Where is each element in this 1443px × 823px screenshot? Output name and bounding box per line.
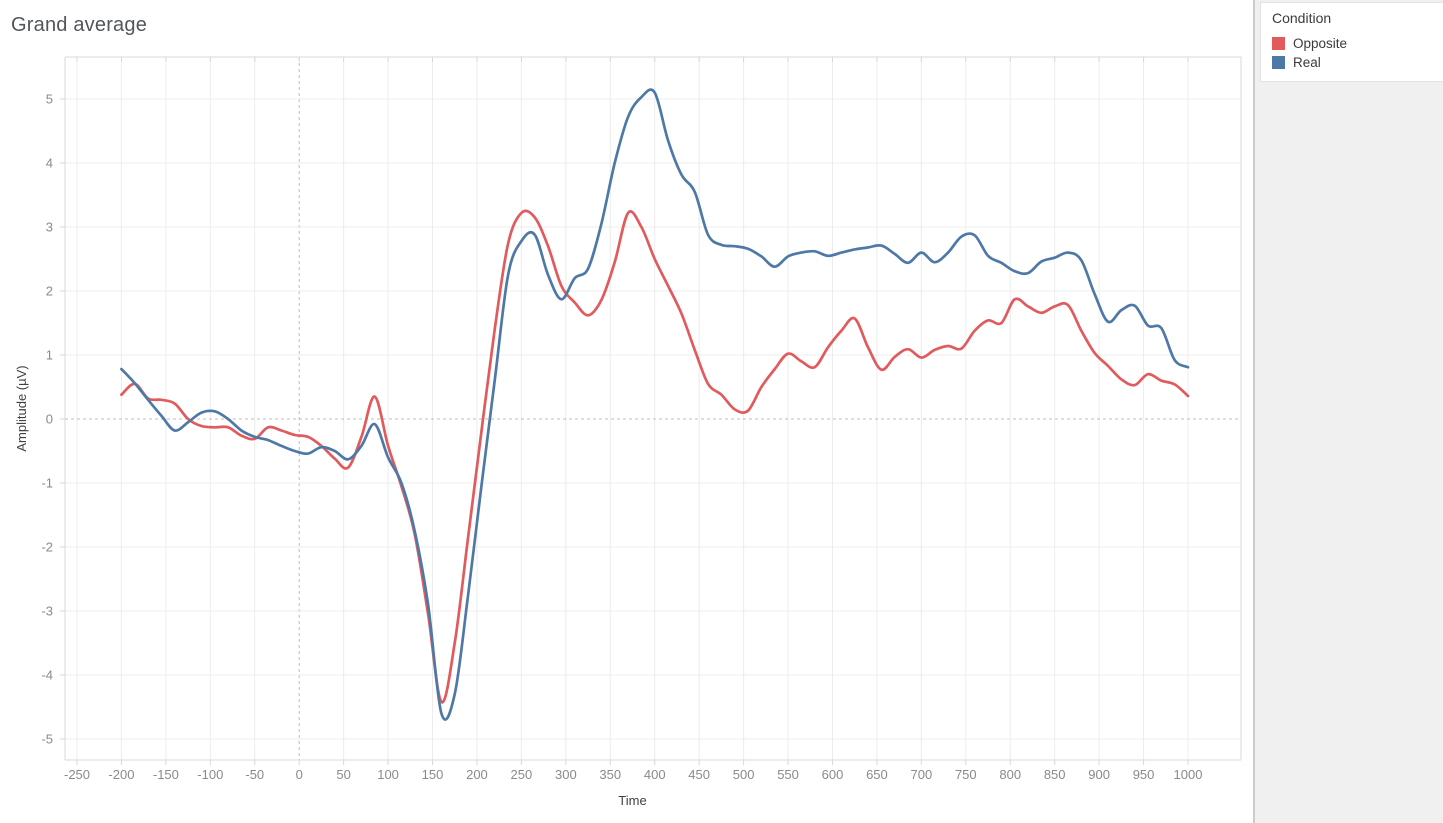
x-tick-label: 600 xyxy=(822,767,844,782)
legend-swatch-real xyxy=(1272,56,1285,69)
legend-swatch-opposite xyxy=(1272,37,1285,50)
x-axis-title: Time xyxy=(618,793,646,808)
x-tick-label: 850 xyxy=(1044,767,1066,782)
y-axis-title: Amplitude (µV) xyxy=(14,365,29,451)
series-line-real[interactable] xyxy=(120,88,1190,721)
x-tick-label: 250 xyxy=(511,767,533,782)
x-tick-label: 700 xyxy=(911,767,933,782)
legend-item-real[interactable]: Real xyxy=(1272,53,1433,72)
x-tick-label: -50 xyxy=(245,767,264,782)
y-tick-label: -2 xyxy=(41,540,53,555)
legend-title: Condition xyxy=(1272,10,1332,26)
x-tick-label: -250 xyxy=(64,767,90,782)
x-tick-label: 50 xyxy=(336,767,350,782)
legend-label: Opposite xyxy=(1293,36,1348,51)
x-tick-label: 800 xyxy=(999,767,1021,782)
y-tick-label: 2 xyxy=(46,284,53,299)
y-tick-label: -3 xyxy=(41,604,53,619)
x-tick-label: 150 xyxy=(422,767,444,782)
y-tick-label: 0 xyxy=(46,412,53,427)
y-tick-label: -4 xyxy=(41,668,53,683)
x-tick-label: 200 xyxy=(466,767,488,782)
y-tick-label: 4 xyxy=(46,156,53,171)
x-tick-label: 650 xyxy=(866,767,888,782)
x-tick-label: 550 xyxy=(777,767,799,782)
x-tick-label: 350 xyxy=(599,767,621,782)
y-tick-label: 1 xyxy=(46,348,53,363)
x-tick-label: 950 xyxy=(1133,767,1155,782)
y-tick-label: 3 xyxy=(46,220,53,235)
series-line-opposite[interactable] xyxy=(120,209,1190,704)
y-tick-label: -5 xyxy=(41,732,53,747)
x-tick-label: 100 xyxy=(377,767,399,782)
x-tick-label: -150 xyxy=(153,767,179,782)
x-tick-label: 750 xyxy=(955,767,977,782)
legend-sidebar: Condition Opposite Real xyxy=(1253,0,1443,823)
legend-card: Condition Opposite Real xyxy=(1260,2,1443,82)
legend-label: Real xyxy=(1293,55,1321,70)
x-tick-label: 400 xyxy=(644,767,666,782)
erp-line-chart[interactable]: -250 -200 -150 -100 -50 0 50 100 150 200 250 300 350… xyxy=(0,0,1253,823)
y-tick-label: -1 xyxy=(41,476,53,491)
legend-items: Opposite Real xyxy=(1272,34,1433,72)
legend-item-opposite[interactable]: Opposite xyxy=(1272,34,1433,53)
chart-panel: Grand average -250 -200 -150 -100 -50 0 50 100 1… xyxy=(0,0,1253,823)
x-tick-label: -100 xyxy=(197,767,223,782)
x-tick-label: 900 xyxy=(1088,767,1110,782)
chart-title: Grand average xyxy=(11,14,148,36)
x-tick-label: 0 xyxy=(296,767,303,782)
x-tick-label: 500 xyxy=(733,767,755,782)
x-tick-label: 1000 xyxy=(1174,767,1203,782)
x-tick-label: -200 xyxy=(108,767,134,782)
y-tick-label: 5 xyxy=(46,92,53,107)
x-tick-label: 450 xyxy=(688,767,710,782)
x-tick-label: 300 xyxy=(555,767,577,782)
